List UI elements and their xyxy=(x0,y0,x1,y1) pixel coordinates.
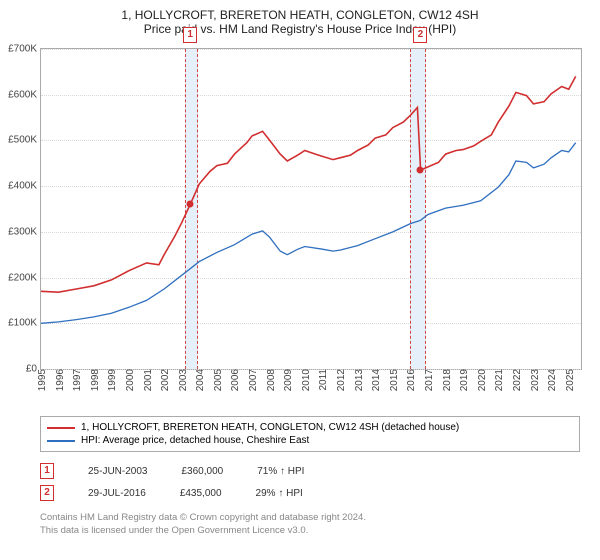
legend: 1, HOLLYCROFT, BRERETON HEATH, CONGLETON… xyxy=(40,416,580,452)
marker-dot-1 xyxy=(187,201,194,208)
y-axis-label: £700K xyxy=(8,44,37,55)
footer-line-1: Contains HM Land Registry data © Crown c… xyxy=(40,512,366,525)
x-axis-label: 2008 xyxy=(266,369,277,391)
x-axis-label: 2023 xyxy=(530,369,541,391)
x-axis-label: 2006 xyxy=(230,369,241,391)
marker-delta-1: 71% ↑ HPI xyxy=(257,466,304,477)
marker-price-1: £360,000 xyxy=(181,466,223,477)
x-axis-label: 2005 xyxy=(213,369,224,391)
x-axis-label: 1995 xyxy=(37,369,48,391)
x-axis-label: 2016 xyxy=(406,369,417,391)
y-axis-label: £400K xyxy=(8,181,37,192)
marker-badge-1: 1 xyxy=(40,463,54,479)
x-axis-label: 2004 xyxy=(195,369,206,391)
marker-row-2: 2 29-JUL-2016 £435,000 29% ↑ HPI xyxy=(40,482,304,504)
x-axis-label: 1997 xyxy=(72,369,83,391)
legend-swatch-hpi xyxy=(47,440,75,442)
chart-plot-area: £0£100K£200K£300K£400K£500K£600K£700K199… xyxy=(40,48,582,370)
x-axis-label: 2018 xyxy=(442,369,453,391)
legend-item-hpi: HPI: Average price, detached house, Ches… xyxy=(47,434,573,447)
x-axis-label: 2003 xyxy=(178,369,189,391)
footer-line-2: This data is licensed under the Open Gov… xyxy=(40,525,366,538)
x-axis-label: 2015 xyxy=(389,369,400,391)
marker-date-2: 29-JUL-2016 xyxy=(88,488,146,499)
y-axis-label: £500K xyxy=(8,135,37,146)
x-axis-label: 2011 xyxy=(318,369,329,391)
x-axis-label: 2024 xyxy=(547,369,558,391)
x-axis-label: 1998 xyxy=(90,369,101,391)
legend-label-hpi: HPI: Average price, detached house, Ches… xyxy=(81,435,309,446)
legend-item-subject: 1, HOLLYCROFT, BRERETON HEATH, CONGLETON… xyxy=(47,421,573,434)
x-axis-label: 2019 xyxy=(459,369,470,391)
y-axis-label: £0 xyxy=(26,364,37,375)
legend-label-subject: 1, HOLLYCROFT, BRERETON HEATH, CONGLETON… xyxy=(81,422,459,433)
y-axis-label: £600K xyxy=(8,89,37,100)
marker-badge-2: 2 xyxy=(40,485,54,501)
marker-flag-1: 1 xyxy=(183,27,197,43)
x-axis-label: 2020 xyxy=(477,369,488,391)
footer: Contains HM Land Registry data © Crown c… xyxy=(40,512,366,538)
markers-table: 1 25-JUN-2003 £360,000 71% ↑ HPI 2 29-JU… xyxy=(40,460,304,504)
x-axis-label: 2001 xyxy=(143,369,154,391)
marker-price-2: £435,000 xyxy=(180,488,222,499)
legend-swatch-subject xyxy=(47,427,75,429)
x-axis-label: 2012 xyxy=(336,369,347,391)
marker-row-1: 1 25-JUN-2003 £360,000 71% ↑ HPI xyxy=(40,460,304,482)
y-axis-label: £300K xyxy=(8,226,37,237)
x-axis-label: 2014 xyxy=(371,369,382,391)
x-axis-label: 1996 xyxy=(55,369,66,391)
x-axis-label: 2025 xyxy=(565,369,576,391)
x-axis-label: 1999 xyxy=(107,369,118,391)
title-line-2: Price paid vs. HM Land Registry's House … xyxy=(0,22,600,36)
x-axis-label: 2007 xyxy=(248,369,259,391)
x-axis-label: 2013 xyxy=(354,369,365,391)
series-subject xyxy=(41,76,576,292)
x-axis-label: 2021 xyxy=(494,369,505,391)
marker-date-1: 25-JUN-2003 xyxy=(88,466,147,477)
x-axis-label: 2009 xyxy=(283,369,294,391)
marker-flag-2: 2 xyxy=(413,27,427,43)
y-axis-label: £100K xyxy=(8,318,37,329)
x-axis-label: 2000 xyxy=(125,369,136,391)
x-axis-label: 2002 xyxy=(160,369,171,391)
chart-svg xyxy=(41,49,581,369)
x-axis-label: 2022 xyxy=(512,369,523,391)
marker-dot-2 xyxy=(417,167,424,174)
chart-container: 1, HOLLYCROFT, BRERETON HEATH, CONGLETON… xyxy=(0,0,600,560)
y-axis-label: £200K xyxy=(8,272,37,283)
series-hpi xyxy=(41,143,576,324)
x-axis-label: 2017 xyxy=(424,369,435,391)
title-block: 1, HOLLYCROFT, BRERETON HEATH, CONGLETON… xyxy=(0,0,600,40)
marker-delta-2: 29% ↑ HPI xyxy=(256,488,303,499)
title-line-1: 1, HOLLYCROFT, BRERETON HEATH, CONGLETON… xyxy=(0,8,600,22)
x-axis-label: 2010 xyxy=(301,369,312,391)
